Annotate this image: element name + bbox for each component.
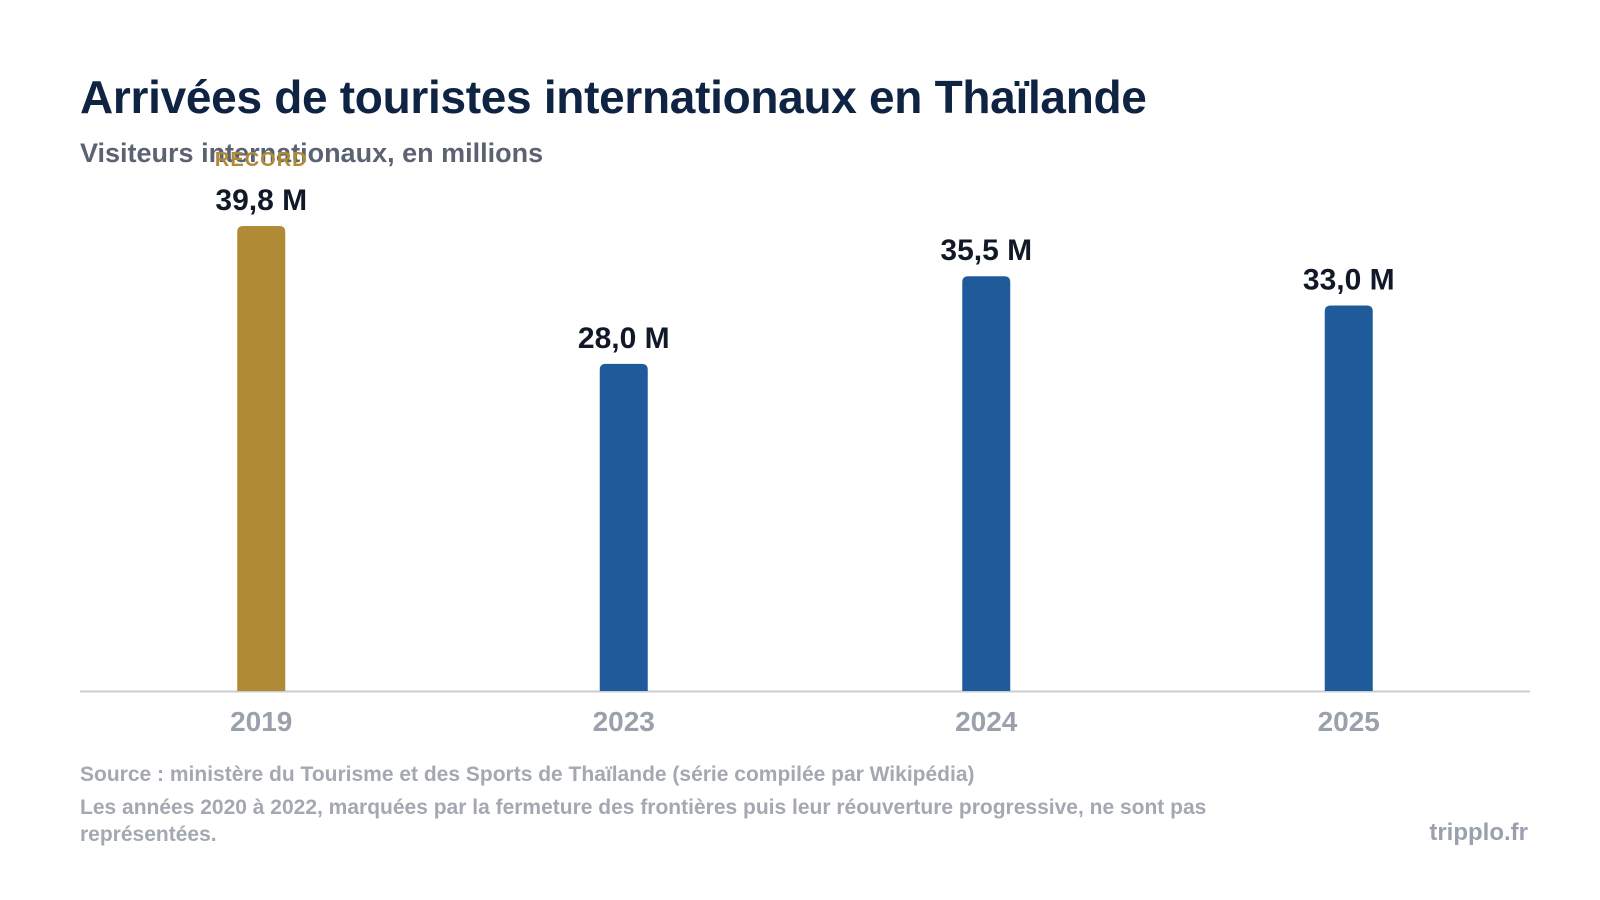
chart-subtitle: Visiteurs internationaux, en millions <box>80 138 544 168</box>
data-label-2019: 39,8 M <box>215 184 307 217</box>
chart-title: Arrivées de touristes internationaux en … <box>80 71 1147 123</box>
source-note: Source : ministère du Tourisme et des Sp… <box>80 763 975 786</box>
bar-2024 <box>962 276 1011 691</box>
footnote: Les années 2020 à 2022, marquées par la … <box>80 796 1207 846</box>
bar-chart: 39,8 M 2019 RECORD 28,0 M 2023 35,5 M 2024 33,0… <box>80 149 1530 737</box>
x-tick-2024: 2024 <box>955 706 1018 737</box>
data-label-2024: 35,5 M <box>940 234 1032 267</box>
x-tick-2019: 2019 <box>230 706 292 737</box>
bar-2023 <box>599 363 648 691</box>
annotation-2019: RECORD <box>215 149 308 171</box>
data-label-2025: 33,0 M <box>1303 263 1395 296</box>
x-tick-2023: 2023 <box>593 706 655 737</box>
bar-2025 <box>1324 305 1373 691</box>
x-tick-2025: 2025 <box>1318 706 1380 737</box>
bar-2019 <box>237 226 286 691</box>
data-label-2023: 28,0 M <box>578 322 670 355</box>
brand-label: tripplo.fr <box>1429 819 1528 846</box>
